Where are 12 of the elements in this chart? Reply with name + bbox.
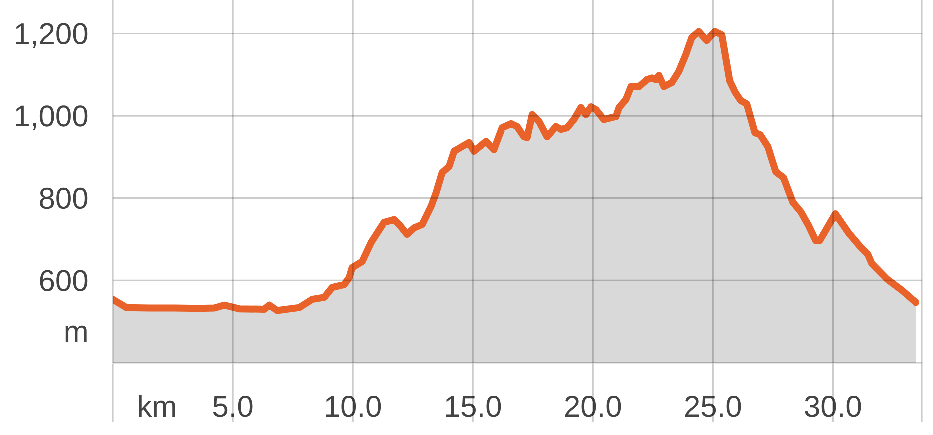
x-tick-label: 30.0 — [805, 396, 862, 418]
x-tick-label: 15.0 — [446, 396, 502, 418]
y-tick-label: 1,200 — [16, 23, 88, 48]
x-tick-label: 20.0 — [565, 396, 622, 418]
x-tick-label: 25.0 — [685, 396, 742, 418]
x-tick-label: 10.0 — [326, 396, 382, 418]
x-tick-label: 5.0 — [213, 396, 253, 418]
y-axis-title: m — [66, 326, 87, 342]
y-tick-label: 800 — [40, 188, 88, 210]
y-tick-label: 600 — [40, 270, 88, 292]
x-axis-title: km — [139, 395, 176, 417]
y-tick-label: 1,000 — [16, 106, 88, 130]
